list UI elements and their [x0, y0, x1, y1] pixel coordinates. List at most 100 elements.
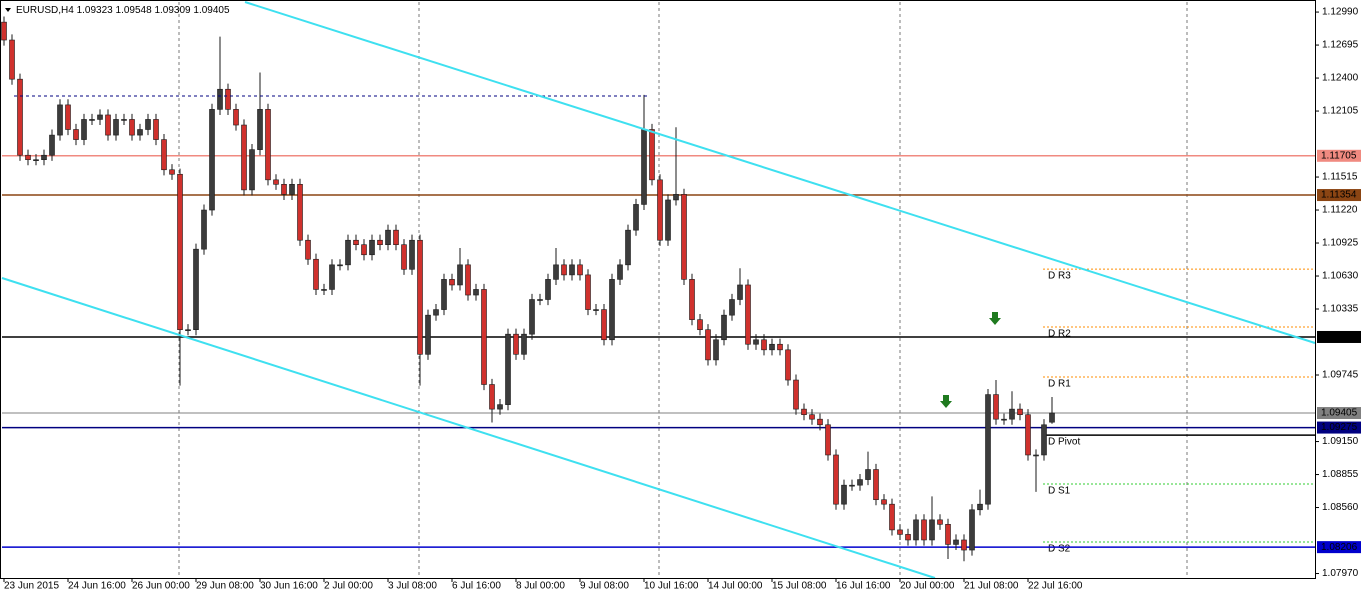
candle-body: [1033, 454, 1039, 457]
candle-body: [745, 284, 751, 345]
candle-body: [505, 333, 511, 405]
y-tick-label: 1.11515: [1322, 172, 1358, 183]
x-tick-label: 15 Jul 08:00: [772, 581, 827, 592]
candle-body: [601, 309, 607, 341]
y-tick-label: 1.10925: [1322, 238, 1359, 249]
candle-body: [241, 124, 247, 191]
candle-body: [353, 239, 359, 246]
candle-body: [137, 129, 143, 136]
candle-body: [609, 279, 615, 341]
y-tick-label: 1.12990: [1322, 7, 1359, 18]
candle-body: [753, 339, 759, 345]
candle-body: [857, 479, 863, 486]
candle-body: [793, 379, 799, 410]
x-tick-label: 21 Jul 08:00: [964, 581, 1019, 592]
close-value: 1.09405: [193, 5, 230, 16]
candle-body: [561, 264, 567, 276]
x-tick-label: 30 Jun 16:00: [260, 581, 318, 592]
candle-body: [577, 264, 583, 276]
candle-body: [801, 408, 807, 416]
candle-body: [329, 264, 335, 290]
price-level-box: [1317, 189, 1361, 202]
x-tick-label: 24 Jun 16:00: [68, 581, 126, 592]
price-level-box: [1317, 421, 1361, 434]
candle-body: [569, 264, 575, 276]
candle-body: [1017, 408, 1023, 416]
y-tick-label: 1.12695: [1322, 40, 1359, 51]
candle-body: [729, 299, 735, 316]
header-text: EURUSD,H4 1.09323 1.09548 1.09309 1.0940…: [16, 5, 230, 16]
candle-body: [721, 314, 727, 341]
candle-body: [1025, 414, 1031, 456]
candle-body: [769, 343, 775, 351]
candle-body: [697, 319, 703, 331]
candle-body: [513, 333, 519, 355]
x-tick-label: 2 Jul 00:00: [324, 581, 373, 592]
candle-body: [185, 329, 191, 332]
price-level-box: [1317, 330, 1361, 343]
candle-body: [593, 309, 599, 311]
y-tick-label: 1.08560: [1322, 502, 1359, 513]
price-level-label: 1.08206: [1321, 542, 1358, 553]
candle-body: [305, 239, 311, 260]
symbol: EURUSD,H4: [16, 5, 74, 16]
plot-frame: [0, 0, 1316, 579]
candle-body: [321, 289, 327, 291]
candle-body: [785, 349, 791, 381]
candle-body: [57, 104, 63, 136]
candle-body: [937, 519, 943, 525]
candle-body: [361, 244, 367, 256]
candle-body: [929, 519, 935, 541]
candle-body: [337, 264, 343, 267]
high-value: 1.09548: [116, 5, 153, 16]
y-tick-label: 1.12105: [1322, 106, 1359, 117]
candle-body: [1001, 418, 1007, 421]
candle-body: [409, 239, 415, 270]
price-level-label: 1.11705: [1321, 150, 1357, 161]
candle-body: [521, 333, 527, 355]
candle-body: [649, 129, 655, 181]
candle-body: [9, 39, 15, 80]
price-level-label: 1.11354: [1321, 190, 1357, 201]
y-tick-label: 1.12400: [1322, 73, 1359, 84]
candle-body: [985, 394, 991, 505]
candle-body: [289, 184, 295, 195]
candle-body: [433, 309, 439, 316]
candle-body: [169, 169, 175, 175]
candle-body: [873, 469, 879, 501]
candle-body: [961, 539, 967, 551]
candle-body: [833, 454, 839, 505]
candle-body: [489, 384, 495, 410]
candle-body: [497, 404, 503, 410]
candle-body: [153, 119, 159, 140]
candle-body: [617, 264, 623, 280]
y-tick-label: 1.10335: [1322, 304, 1359, 315]
candle-body: [905, 534, 911, 541]
period-separators: [178, 2, 1188, 578]
x-tick-label: 20 Jul 00:00: [900, 581, 955, 592]
candle-body: [825, 424, 831, 456]
candle-body: [369, 239, 375, 256]
candle-body: [385, 229, 391, 246]
candle-body: [129, 119, 135, 136]
candle-body: [673, 194, 679, 201]
candle-body: [641, 129, 647, 205]
pivot-label: D S2: [1048, 544, 1071, 555]
candle-body: [97, 114, 103, 120]
candle-body: [377, 239, 383, 246]
y-tick-label: 1.09745: [1322, 370, 1359, 381]
candle-body: [417, 239, 423, 355]
candle-body: [201, 209, 207, 250]
candle-body: [849, 484, 855, 487]
down-arrow: [989, 312, 1001, 325]
candle-body: [17, 78, 23, 156]
x-tick-label: 3 Jul 08:00: [388, 581, 437, 592]
x-tick-label: 22 Jul 16:00: [1028, 581, 1083, 592]
candle-body: [865, 469, 871, 480]
x-tick-label: 29 Jun 08:00: [196, 581, 254, 592]
candle-body: [921, 519, 927, 541]
candle-body: [529, 299, 535, 335]
candle-body: [481, 289, 487, 385]
